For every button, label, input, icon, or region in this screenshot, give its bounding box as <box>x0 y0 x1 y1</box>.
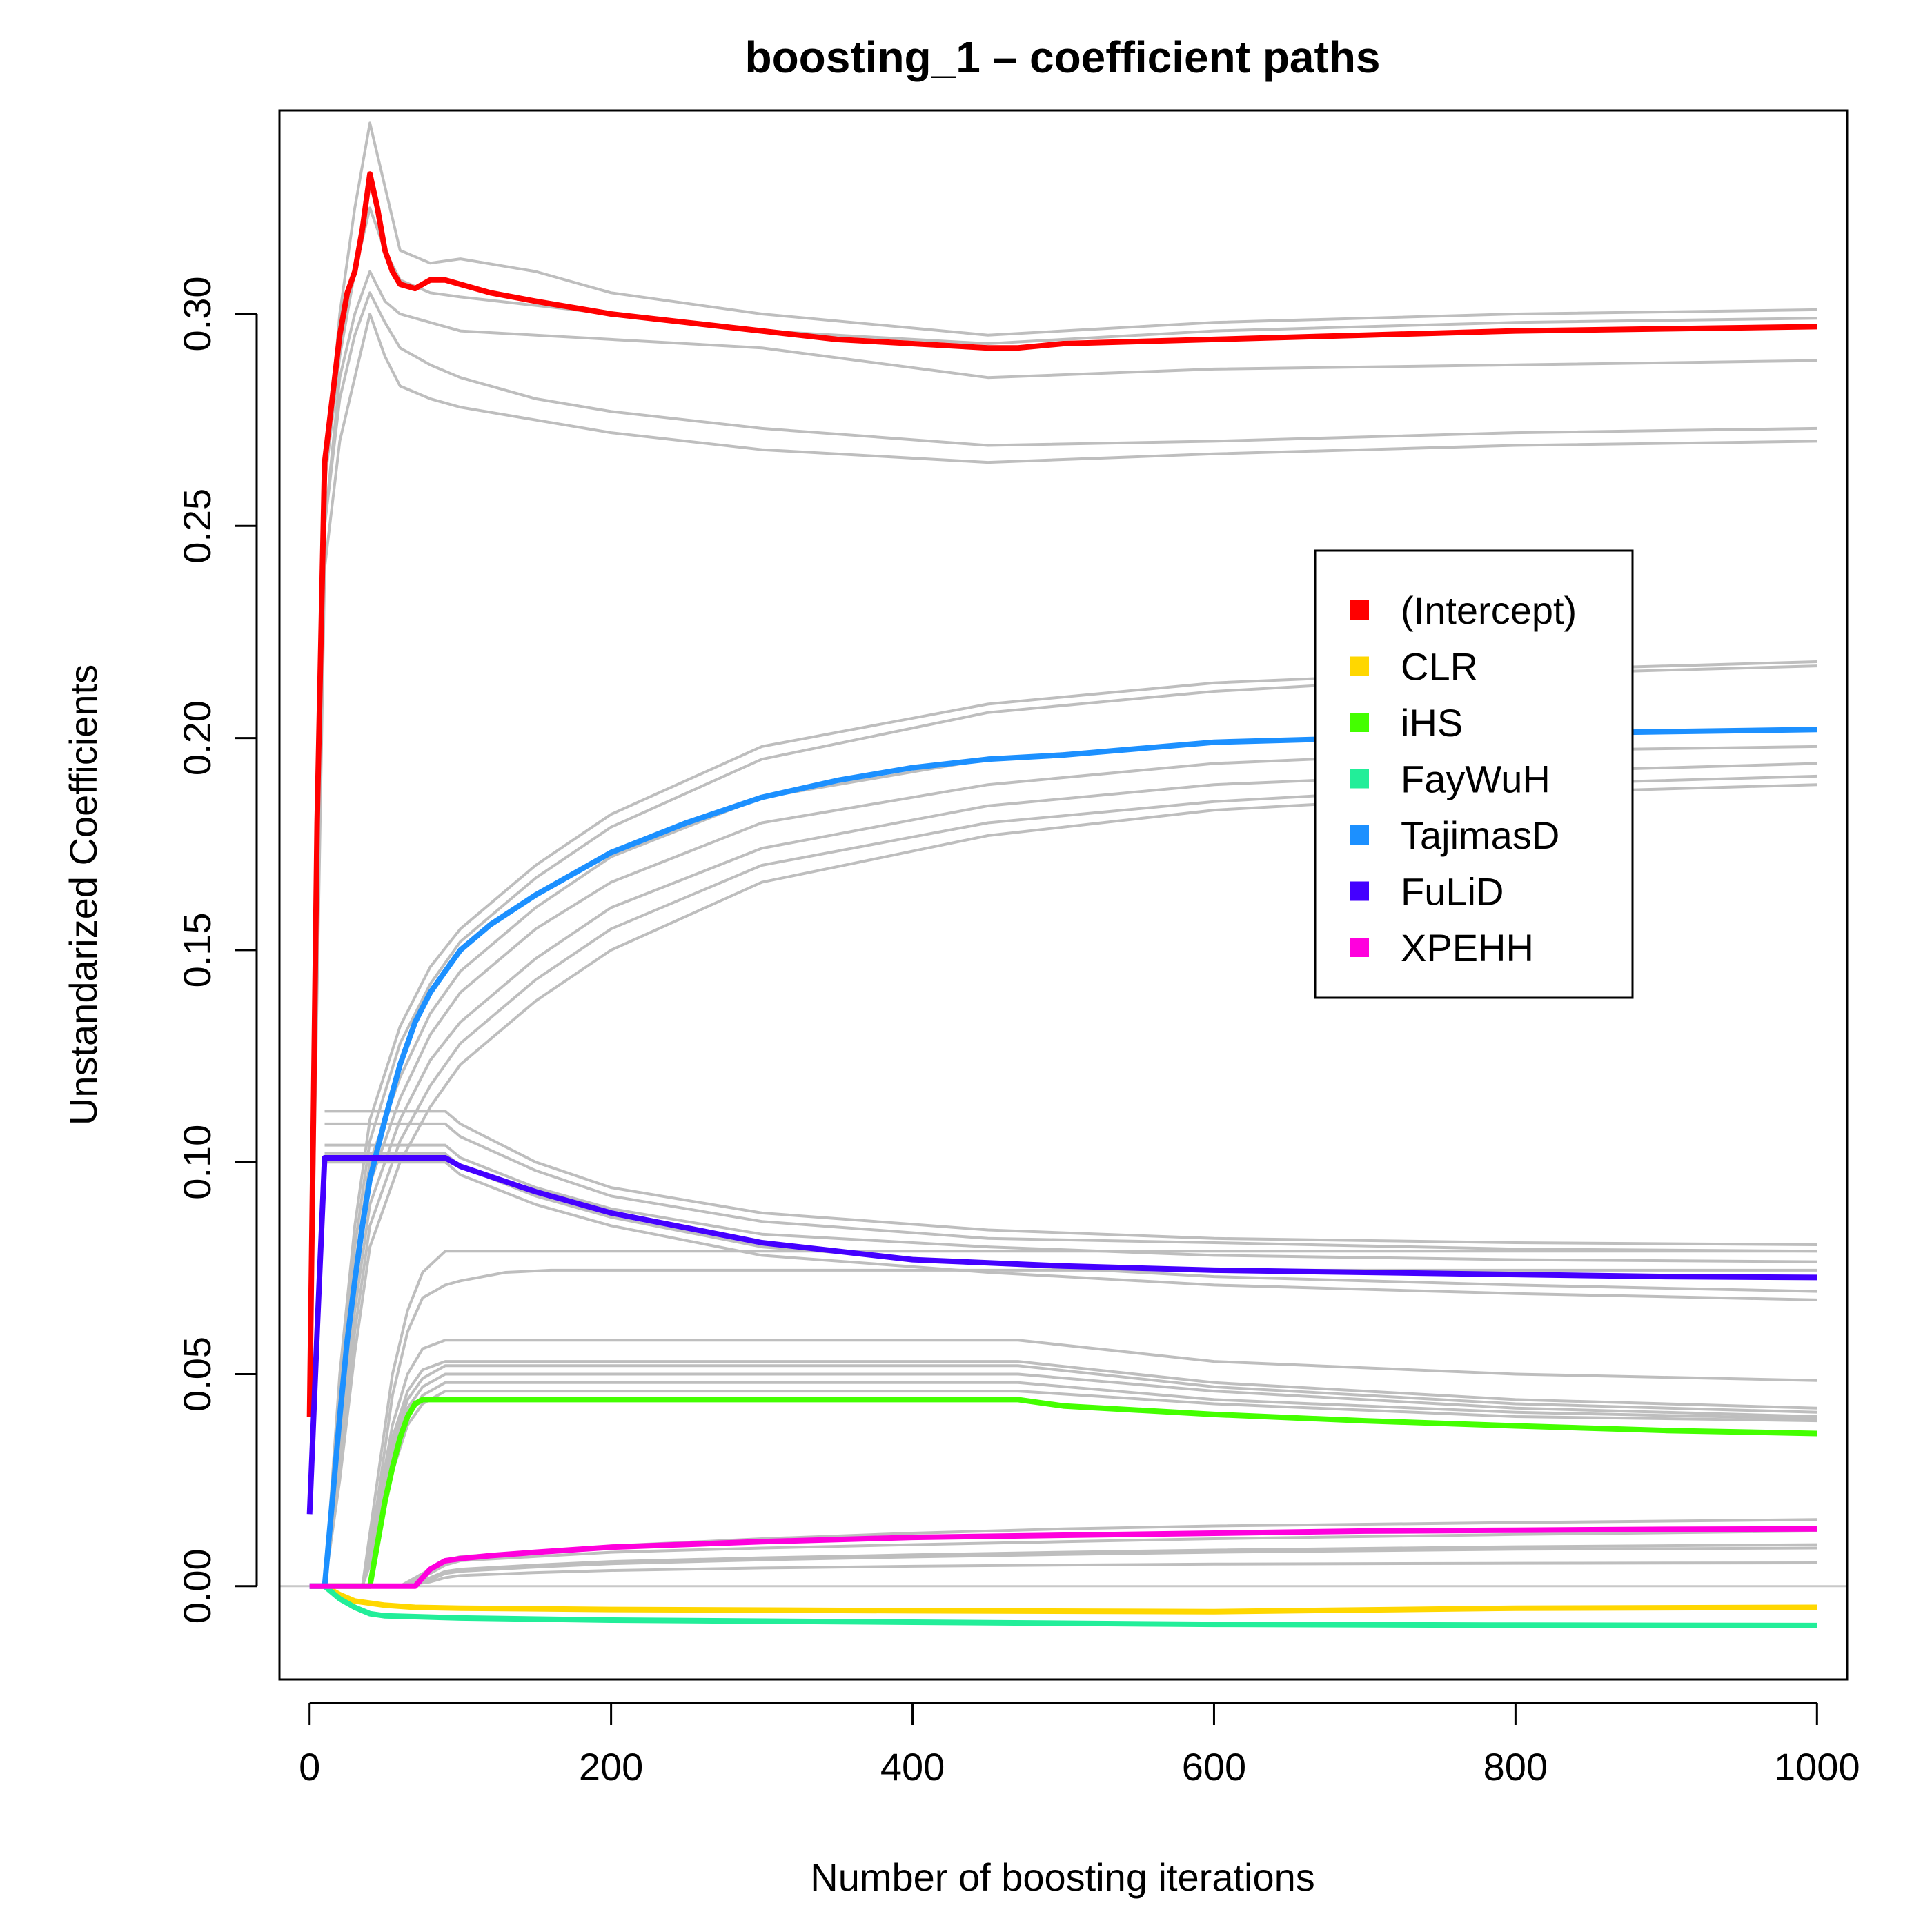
series-line-tajimasd <box>309 727 1817 1589</box>
x-axis-label: Number of boosting iterations <box>810 1855 1315 1899</box>
background-path-10 <box>309 762 1817 1588</box>
background-path-13 <box>324 1110 1817 1246</box>
y-tick-label: 0.10 <box>175 1125 219 1200</box>
background-path-2 <box>308 206 1817 1417</box>
y-tick-label: 0.00 <box>175 1548 219 1624</box>
legend-swatch-ihs <box>1350 713 1369 732</box>
legend-swatch-tajimasd <box>1350 825 1369 845</box>
legend-label-faywuh: FayWuH <box>1401 758 1550 801</box>
legend-label-intercept: (Intercept) <box>1401 589 1577 632</box>
plot-frame <box>278 109 1849 1681</box>
background-path-14 <box>324 1122 1817 1253</box>
y-tick-label: 0.25 <box>175 489 219 564</box>
series-line-intercept <box>306 171 1817 1417</box>
legend-label-clr: CLR <box>1401 645 1478 689</box>
background-paths <box>308 121 1817 1588</box>
legend-swatch-xpehh <box>1350 938 1369 957</box>
background-path-3 <box>308 270 1817 1417</box>
series-line-ihs <box>309 1397 1817 1589</box>
x-axis: 0 200 400 600 800 1000 <box>299 1702 1860 1788</box>
y-tick-label: 0.30 <box>175 277 219 352</box>
background-path-18 <box>361 1250 1817 1587</box>
highlighted-series <box>306 171 1817 1628</box>
background-path-6 <box>309 660 1817 1588</box>
x-tick-label: 400 <box>880 1745 945 1788</box>
chart-title: boosting_1 – coefficient paths <box>745 32 1380 82</box>
y-tick-label: 0.15 <box>175 912 219 987</box>
background-path-29 <box>400 1546 1817 1588</box>
background-path-21 <box>361 1360 1817 1587</box>
legend-swatch-faywuh <box>1350 769 1369 789</box>
x-tick-label: 0 <box>299 1745 320 1788</box>
background-path-1 <box>308 121 1817 1417</box>
background-path-19 <box>361 1268 1817 1587</box>
series-line-xpehh <box>309 1526 1817 1589</box>
series-line-clr <box>323 1584 1817 1615</box>
y-tick-label: 0.05 <box>175 1337 219 1412</box>
background-path-15 <box>324 1143 1817 1263</box>
y-axis-label: Unstandarized Coefficients <box>61 664 105 1125</box>
background-path-12 <box>309 783 1817 1588</box>
background-path-30 <box>400 1561 1817 1588</box>
background-path-11 <box>309 774 1817 1588</box>
y-axis: 0.00 0.05 0.10 0.15 0.20 0.25 0.30 <box>175 277 258 1624</box>
background-path-20 <box>361 1339 1817 1587</box>
background-path-28 <box>400 1543 1817 1588</box>
series-line-faywuh <box>322 1584 1817 1628</box>
legend-swatch-intercept <box>1350 600 1369 620</box>
x-tick-label: 600 <box>1182 1745 1246 1788</box>
x-tick-label: 1000 <box>1774 1745 1860 1788</box>
legend-label-ihs: iHS <box>1401 701 1463 745</box>
x-tick-label: 200 <box>579 1745 643 1788</box>
legend-swatch-clr <box>1350 656 1369 676</box>
background-path-27 <box>400 1529 1817 1588</box>
background-path-22 <box>361 1364 1817 1587</box>
background-path-5 <box>308 313 1817 1417</box>
x-tick-label: 800 <box>1483 1745 1548 1788</box>
series-line-fulid <box>306 1155 1817 1515</box>
legend-label-tajimasd: TajimasD <box>1401 814 1559 857</box>
y-tick-label: 0.20 <box>175 700 219 776</box>
legend-label-xpehh: XPEHH <box>1401 926 1534 969</box>
legend-swatch-fulid <box>1350 881 1369 901</box>
background-path-17 <box>324 1161 1817 1301</box>
legend-label-fulid: FuLiD <box>1401 870 1504 914</box>
legend: (Intercept) CLR iHS FayWuH TajimasD FuLiD XPEH… <box>1314 549 1634 999</box>
background-path-4 <box>308 291 1817 1417</box>
